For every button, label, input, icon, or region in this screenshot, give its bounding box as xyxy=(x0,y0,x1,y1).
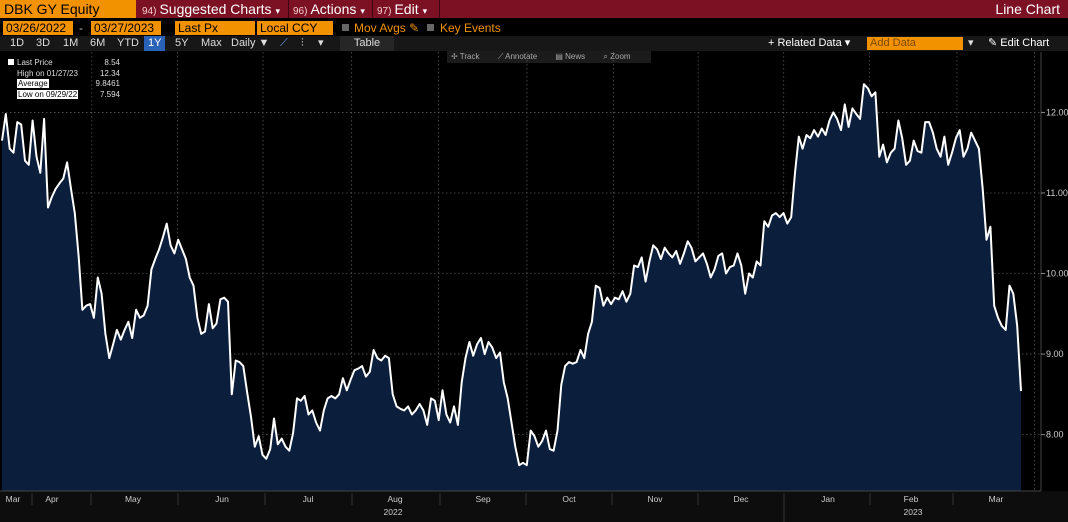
y-tick-label: 12.00 xyxy=(1046,107,1068,117)
end-date-input[interactable]: 03/27/2023 xyxy=(91,21,161,35)
x-month-label: Aug xyxy=(387,494,402,504)
parameter-bar: 03/26/2022 - 03/27/2023 Last Px Local CC… xyxy=(0,19,1068,36)
caret-down-icon: ▾ xyxy=(275,6,281,16)
x-year-label: 2022 xyxy=(384,507,403,517)
x-month-label: Dec xyxy=(733,494,749,504)
y-tick-label: 11.00 xyxy=(1046,188,1068,198)
caret-down-icon[interactable]: ▾ xyxy=(968,37,974,49)
legend-high: High on 01/27/23 12.34 xyxy=(17,68,120,78)
x-year-label: 2023 xyxy=(904,507,923,517)
related-data-button[interactable]: + Related Data ▾ xyxy=(768,37,851,49)
price-line xyxy=(1,83,1022,467)
caret-down-icon: ▼ xyxy=(258,37,270,49)
suggested-charts-menu[interactable]: 94) Suggested Charts ▾ xyxy=(142,1,281,17)
mov-avgs-checkbox[interactable] xyxy=(342,24,349,31)
news-tool[interactable]: ▤ News xyxy=(555,52,586,61)
table-button[interactable]: Table xyxy=(340,36,394,51)
range-1d[interactable]: 1D xyxy=(10,37,25,49)
caret-down-icon: ▾ xyxy=(844,37,851,49)
zoom-tool[interactable]: ⌕ Zoom xyxy=(603,52,631,61)
y-tick-label: 10.00 xyxy=(1046,269,1068,279)
track-tool[interactable]: ✢ Track xyxy=(451,52,480,61)
date-separator: - xyxy=(79,21,83,35)
currency-select[interactable]: Local CCY xyxy=(257,21,333,35)
range-3d[interactable]: 3D xyxy=(36,37,51,49)
range-max[interactable]: Max xyxy=(201,37,222,49)
range-1y[interactable]: 1Y xyxy=(144,36,166,51)
edit-chart-button[interactable]: ✎ Edit Chart xyxy=(988,37,1050,49)
chart-toolbar: ✢ Track ⟋ Annotate ▤ News ⌕ Zoom xyxy=(447,51,651,63)
x-month-label: Jul xyxy=(303,494,314,504)
legend-last-price: Last Price 8.54 xyxy=(8,58,120,69)
line-chart-icon[interactable]: ⟋ xyxy=(280,37,288,49)
frequency-select[interactable]: Daily ▼ xyxy=(231,37,270,49)
x-month-label: Feb xyxy=(904,494,919,504)
range-ytd[interactable]: YTD xyxy=(117,37,139,49)
key-events-checkbox[interactable] xyxy=(427,24,434,31)
legend-average: Average 9.8461 xyxy=(17,79,120,88)
caret-down-icon: ▾ xyxy=(360,6,365,16)
divider xyxy=(372,0,373,18)
x-month-label: Nov xyxy=(647,494,663,504)
x-month-label: Mar xyxy=(989,494,1004,504)
pencil-icon: ✎ xyxy=(409,21,420,35)
range-bar: 1D 3D 1M 6M YTD 1Y 5Y Max Daily ▼ ⟋ ⫶ ▾ … xyxy=(0,36,1068,51)
key-events-label[interactable]: Key Events xyxy=(440,21,501,35)
edit-menu[interactable]: 97) Edit ▾ xyxy=(377,1,428,17)
price-area xyxy=(2,84,1021,491)
x-month-label: Oct xyxy=(562,494,576,504)
x-month-label: Jan xyxy=(821,494,835,504)
field-select[interactable]: Last Px xyxy=(175,21,255,35)
add-data-input[interactable]: Add Data xyxy=(867,37,963,50)
bar-style-icon[interactable]: ⫶ xyxy=(301,37,304,49)
x-month-label: Mar xyxy=(6,494,21,504)
x-month-label: May xyxy=(125,494,142,504)
range-6m[interactable]: 6M xyxy=(90,37,106,49)
caret-down-icon: ▾ xyxy=(422,6,428,16)
series-swatch xyxy=(8,59,14,65)
chart-legend: Last Price 8.54 High on 01/27/23 12.34 Ave… xyxy=(8,58,120,100)
range-5y[interactable]: 5Y xyxy=(175,37,189,49)
x-month-label: Apr xyxy=(45,494,58,504)
pencil-icon: ✎ xyxy=(988,37,998,49)
legend-low: Low on 09/29/22 7.594 xyxy=(17,89,120,99)
y-tick-label: 8.00 xyxy=(1046,430,1064,440)
chart-type-title: Line Chart xyxy=(995,1,1060,17)
command-bar: DBK GY Equity 94) Suggested Charts ▾ 96) Ac… xyxy=(0,0,1068,18)
x-month-label: Sep xyxy=(475,494,490,504)
actions-menu[interactable]: 96) Actions ▾ xyxy=(293,1,365,17)
chevron-down-icon[interactable]: ▾ xyxy=(318,37,324,49)
ticker-field[interactable]: DBK GY Equity xyxy=(0,0,136,18)
x-month-label: Jun xyxy=(215,494,229,504)
divider xyxy=(288,0,289,18)
mov-avgs-label[interactable]: Mov Avgs ✎ xyxy=(354,21,420,35)
divider xyxy=(439,0,440,18)
start-date-input[interactable]: 03/26/2022 xyxy=(3,21,73,35)
annotate-tool[interactable]: ⟋ Annotate xyxy=(497,52,538,61)
range-1m[interactable]: 1M xyxy=(63,37,79,49)
y-tick-label: 9.00 xyxy=(1046,349,1064,359)
